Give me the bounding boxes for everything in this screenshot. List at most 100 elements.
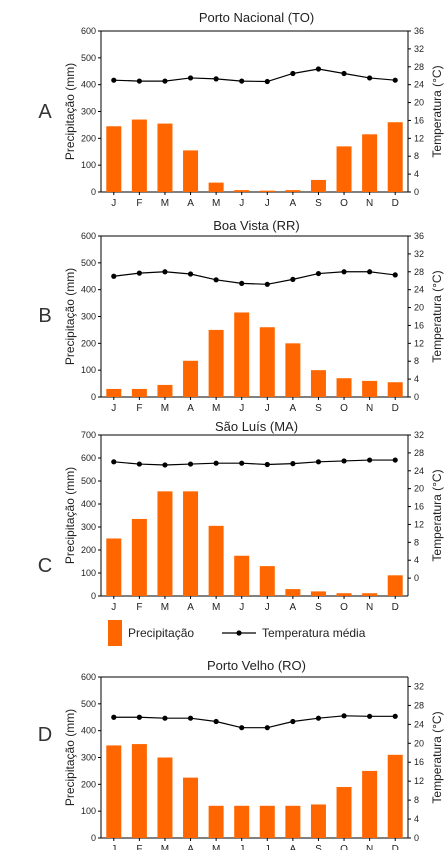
precipitation-bar-4 bbox=[183, 150, 199, 192]
y2-tick-label: 28 bbox=[414, 62, 424, 72]
precipitation-bar-5 bbox=[208, 525, 224, 596]
panel-letter: B bbox=[38, 305, 51, 327]
temperature-point-10 bbox=[341, 269, 347, 275]
temperature-point-3 bbox=[162, 715, 168, 721]
precipitation-bar-7 bbox=[259, 566, 275, 596]
month-label: N bbox=[366, 403, 373, 414]
temperature-point-4 bbox=[187, 271, 194, 277]
y-tick-label: 300 bbox=[81, 522, 96, 532]
precipitation-bar-3 bbox=[157, 384, 173, 397]
y2-tick-label: 20 bbox=[414, 738, 424, 748]
y2-tick-label: 0 bbox=[414, 833, 419, 843]
precipitation-bar-6 bbox=[234, 190, 250, 192]
month-label: J bbox=[265, 198, 270, 209]
y-tick-label: 500 bbox=[81, 53, 96, 63]
month-label: A bbox=[187, 602, 194, 613]
temperature-point-10 bbox=[341, 70, 347, 77]
temperature-point-6 bbox=[239, 78, 245, 84]
temperature-point-2 bbox=[136, 270, 142, 276]
precipitation-bar-1 bbox=[106, 126, 122, 192]
month-label: M bbox=[212, 198, 220, 209]
month-label: S bbox=[315, 844, 322, 850]
legend: Precipitação Temperatura média bbox=[108, 620, 366, 646]
precipitation-bar-6 bbox=[234, 312, 250, 397]
month-label: J bbox=[239, 198, 244, 209]
y2-tick-label: 24 bbox=[414, 719, 424, 729]
precipitation-bar-1 bbox=[106, 388, 122, 397]
month-label: N bbox=[366, 844, 373, 850]
y2-tick-label: 16 bbox=[414, 115, 424, 125]
y-tick-label: 700 bbox=[81, 430, 96, 440]
y2-tick-label: 8 bbox=[414, 151, 419, 161]
precipitation-bar-7 bbox=[259, 190, 275, 192]
month-label: J bbox=[111, 198, 116, 209]
temperature-point-12 bbox=[392, 272, 398, 278]
y2-tick-label: 16 bbox=[414, 502, 424, 512]
y2-axis-label: Temperatura (°C) bbox=[430, 65, 444, 157]
temperature-point-8 bbox=[290, 276, 296, 282]
temperature-point-12 bbox=[392, 457, 398, 463]
month-label: M bbox=[212, 403, 220, 414]
month-label: O bbox=[340, 844, 348, 850]
y2-tick-label: 8 bbox=[414, 795, 419, 805]
month-label: J bbox=[111, 602, 116, 613]
y2-tick-label: 8 bbox=[414, 537, 419, 547]
precipitation-bar-9 bbox=[310, 370, 326, 397]
y-tick-label: 600 bbox=[81, 231, 96, 241]
temperature-line bbox=[113, 459, 396, 466]
temperature-point-3 bbox=[162, 269, 168, 275]
precipitation-bar-1 bbox=[106, 538, 122, 596]
precipitation-bar-10 bbox=[336, 593, 352, 596]
y2-tick-label: 4 bbox=[414, 814, 419, 824]
temperature-point-5 bbox=[213, 460, 219, 466]
chart-panel-d: D Porto Velho (RO) 0 100 200 300 400 500 600 0 4 8 1… bbox=[38, 658, 444, 850]
temperature-point-11 bbox=[367, 713, 373, 719]
y-tick-label: 200 bbox=[81, 779, 96, 789]
y2-tick-label: 0 bbox=[414, 573, 419, 583]
precipitation-bar-3 bbox=[157, 123, 173, 192]
y2-tick-label: 24 bbox=[414, 285, 424, 295]
chart-title: São Luís (MA) bbox=[215, 419, 298, 434]
month-label: J bbox=[111, 403, 116, 414]
month-label: M bbox=[161, 602, 169, 613]
temperature-point-10 bbox=[341, 458, 347, 464]
y-tick-label: 400 bbox=[81, 726, 96, 736]
y2-tick-label: 28 bbox=[414, 267, 424, 277]
precipitation-bar-10 bbox=[336, 378, 352, 397]
month-label: A bbox=[290, 403, 297, 414]
y2-tick-label: 28 bbox=[414, 700, 424, 710]
temperature-point-3 bbox=[162, 462, 168, 468]
temperature-point-1 bbox=[111, 714, 117, 720]
y-axis-label: Precipitação (mm) bbox=[63, 467, 77, 564]
y-axis-label: Precipitação (mm) bbox=[63, 63, 77, 160]
chart-title: Porto Nacional (TO) bbox=[199, 10, 314, 25]
month-label: F bbox=[136, 602, 142, 613]
temperature-point-7 bbox=[264, 78, 270, 85]
y-tick-label: 200 bbox=[81, 338, 96, 348]
legend-bar-label: Precipitação bbox=[128, 626, 194, 640]
temperature-point-2 bbox=[136, 78, 142, 84]
precipitation-bar-8 bbox=[285, 343, 301, 397]
y2-tick-label: 8 bbox=[414, 356, 419, 366]
precipitation-bar-12 bbox=[387, 754, 403, 838]
legend-line-label: Temperatura média bbox=[262, 626, 366, 640]
precipitation-bar-2 bbox=[131, 744, 147, 838]
y-tick-label: 600 bbox=[81, 26, 96, 36]
y-tick-label: 100 bbox=[81, 365, 96, 375]
precipitation-bar-6 bbox=[234, 555, 250, 596]
y-tick-label: 500 bbox=[81, 258, 96, 268]
temperature-point-8 bbox=[290, 718, 296, 725]
temperature-point-8 bbox=[290, 461, 296, 467]
temperature-point-5 bbox=[213, 76, 219, 82]
temperature-point-9 bbox=[315, 66, 322, 72]
y-tick-label: 0 bbox=[91, 833, 96, 843]
temperature-point-6 bbox=[239, 725, 245, 731]
month-label: N bbox=[366, 198, 373, 209]
precipitation-bar-12 bbox=[387, 382, 403, 397]
month-label: F bbox=[136, 198, 142, 209]
y-tick-label: 600 bbox=[81, 672, 96, 682]
y2-tick-label: 24 bbox=[414, 466, 424, 476]
month-label: A bbox=[187, 403, 194, 414]
temperature-point-4 bbox=[187, 461, 194, 467]
temperature-point-9 bbox=[315, 459, 322, 465]
